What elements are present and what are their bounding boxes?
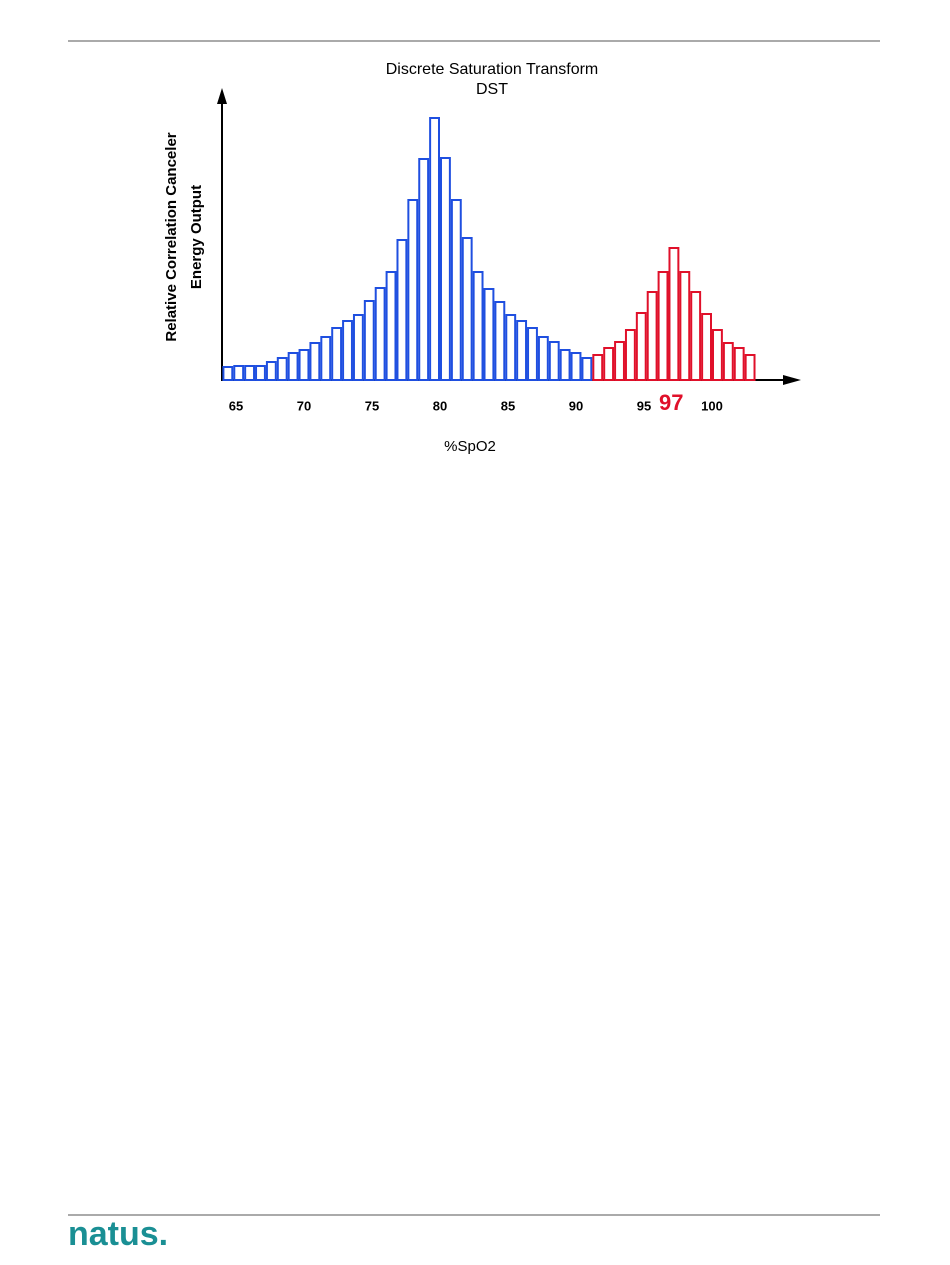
bar — [570, 352, 582, 381]
bar — [581, 357, 593, 381]
x-axis-arrow — [783, 375, 801, 385]
bar — [244, 365, 256, 381]
bar — [472, 271, 484, 381]
bar — [548, 341, 560, 381]
bar — [342, 320, 353, 381]
bar — [461, 237, 473, 381]
logo: natus. — [68, 1215, 168, 1253]
bar — [450, 199, 462, 381]
bar — [255, 365, 266, 381]
bar — [222, 366, 234, 381]
bar — [516, 320, 528, 381]
bar — [331, 327, 343, 381]
x-tick-label: 70 — [297, 398, 311, 413]
bar — [646, 291, 658, 381]
bar — [690, 291, 702, 381]
bar — [701, 313, 712, 381]
bar — [233, 365, 245, 381]
bar — [668, 247, 680, 381]
bar — [440, 157, 451, 381]
bar — [635, 312, 647, 381]
bar — [722, 342, 734, 381]
y-axis-label: Energy Output — [188, 185, 205, 289]
bar — [527, 327, 538, 381]
x-tick-label: 75 — [365, 398, 379, 413]
bar — [396, 239, 408, 381]
bar — [298, 349, 310, 381]
bar — [657, 271, 669, 381]
bar — [352, 314, 364, 381]
y-axis-arrow — [217, 88, 227, 104]
chart-subtitle: DST — [476, 81, 508, 98]
x-tick-label: 100 — [701, 398, 723, 413]
bar — [363, 300, 375, 381]
bar — [679, 271, 691, 381]
bar — [374, 287, 386, 381]
bar — [385, 271, 397, 381]
y-axis-label: Relative Correlation Canceler — [163, 132, 180, 341]
bar — [614, 341, 625, 381]
bar — [505, 314, 517, 381]
bar — [494, 301, 506, 381]
x-axis-label: %SpO2 — [444, 438, 496, 455]
bar — [603, 347, 615, 381]
bar — [733, 347, 745, 381]
highlight-tick-label: 97 — [659, 390, 683, 415]
bar — [537, 336, 549, 381]
bar — [712, 329, 723, 381]
x-tick-label: 80 — [433, 398, 447, 413]
x-tick-label: 85 — [501, 398, 515, 413]
bar — [418, 158, 430, 381]
bar — [624, 329, 636, 381]
x-tick-label: 95 — [637, 398, 651, 413]
bar — [276, 357, 288, 381]
bar — [559, 349, 571, 381]
bar — [265, 361, 277, 381]
bar — [309, 342, 321, 381]
chart-title: Discrete Saturation Transform — [386, 61, 599, 78]
x-tick-label: 90 — [569, 398, 583, 413]
bar — [592, 354, 604, 381]
bar — [407, 199, 419, 381]
bar — [483, 288, 495, 381]
bar — [287, 352, 299, 381]
x-tick-label: 65 — [229, 398, 243, 413]
bar — [744, 354, 756, 381]
bar — [429, 117, 440, 381]
bar — [320, 336, 332, 381]
